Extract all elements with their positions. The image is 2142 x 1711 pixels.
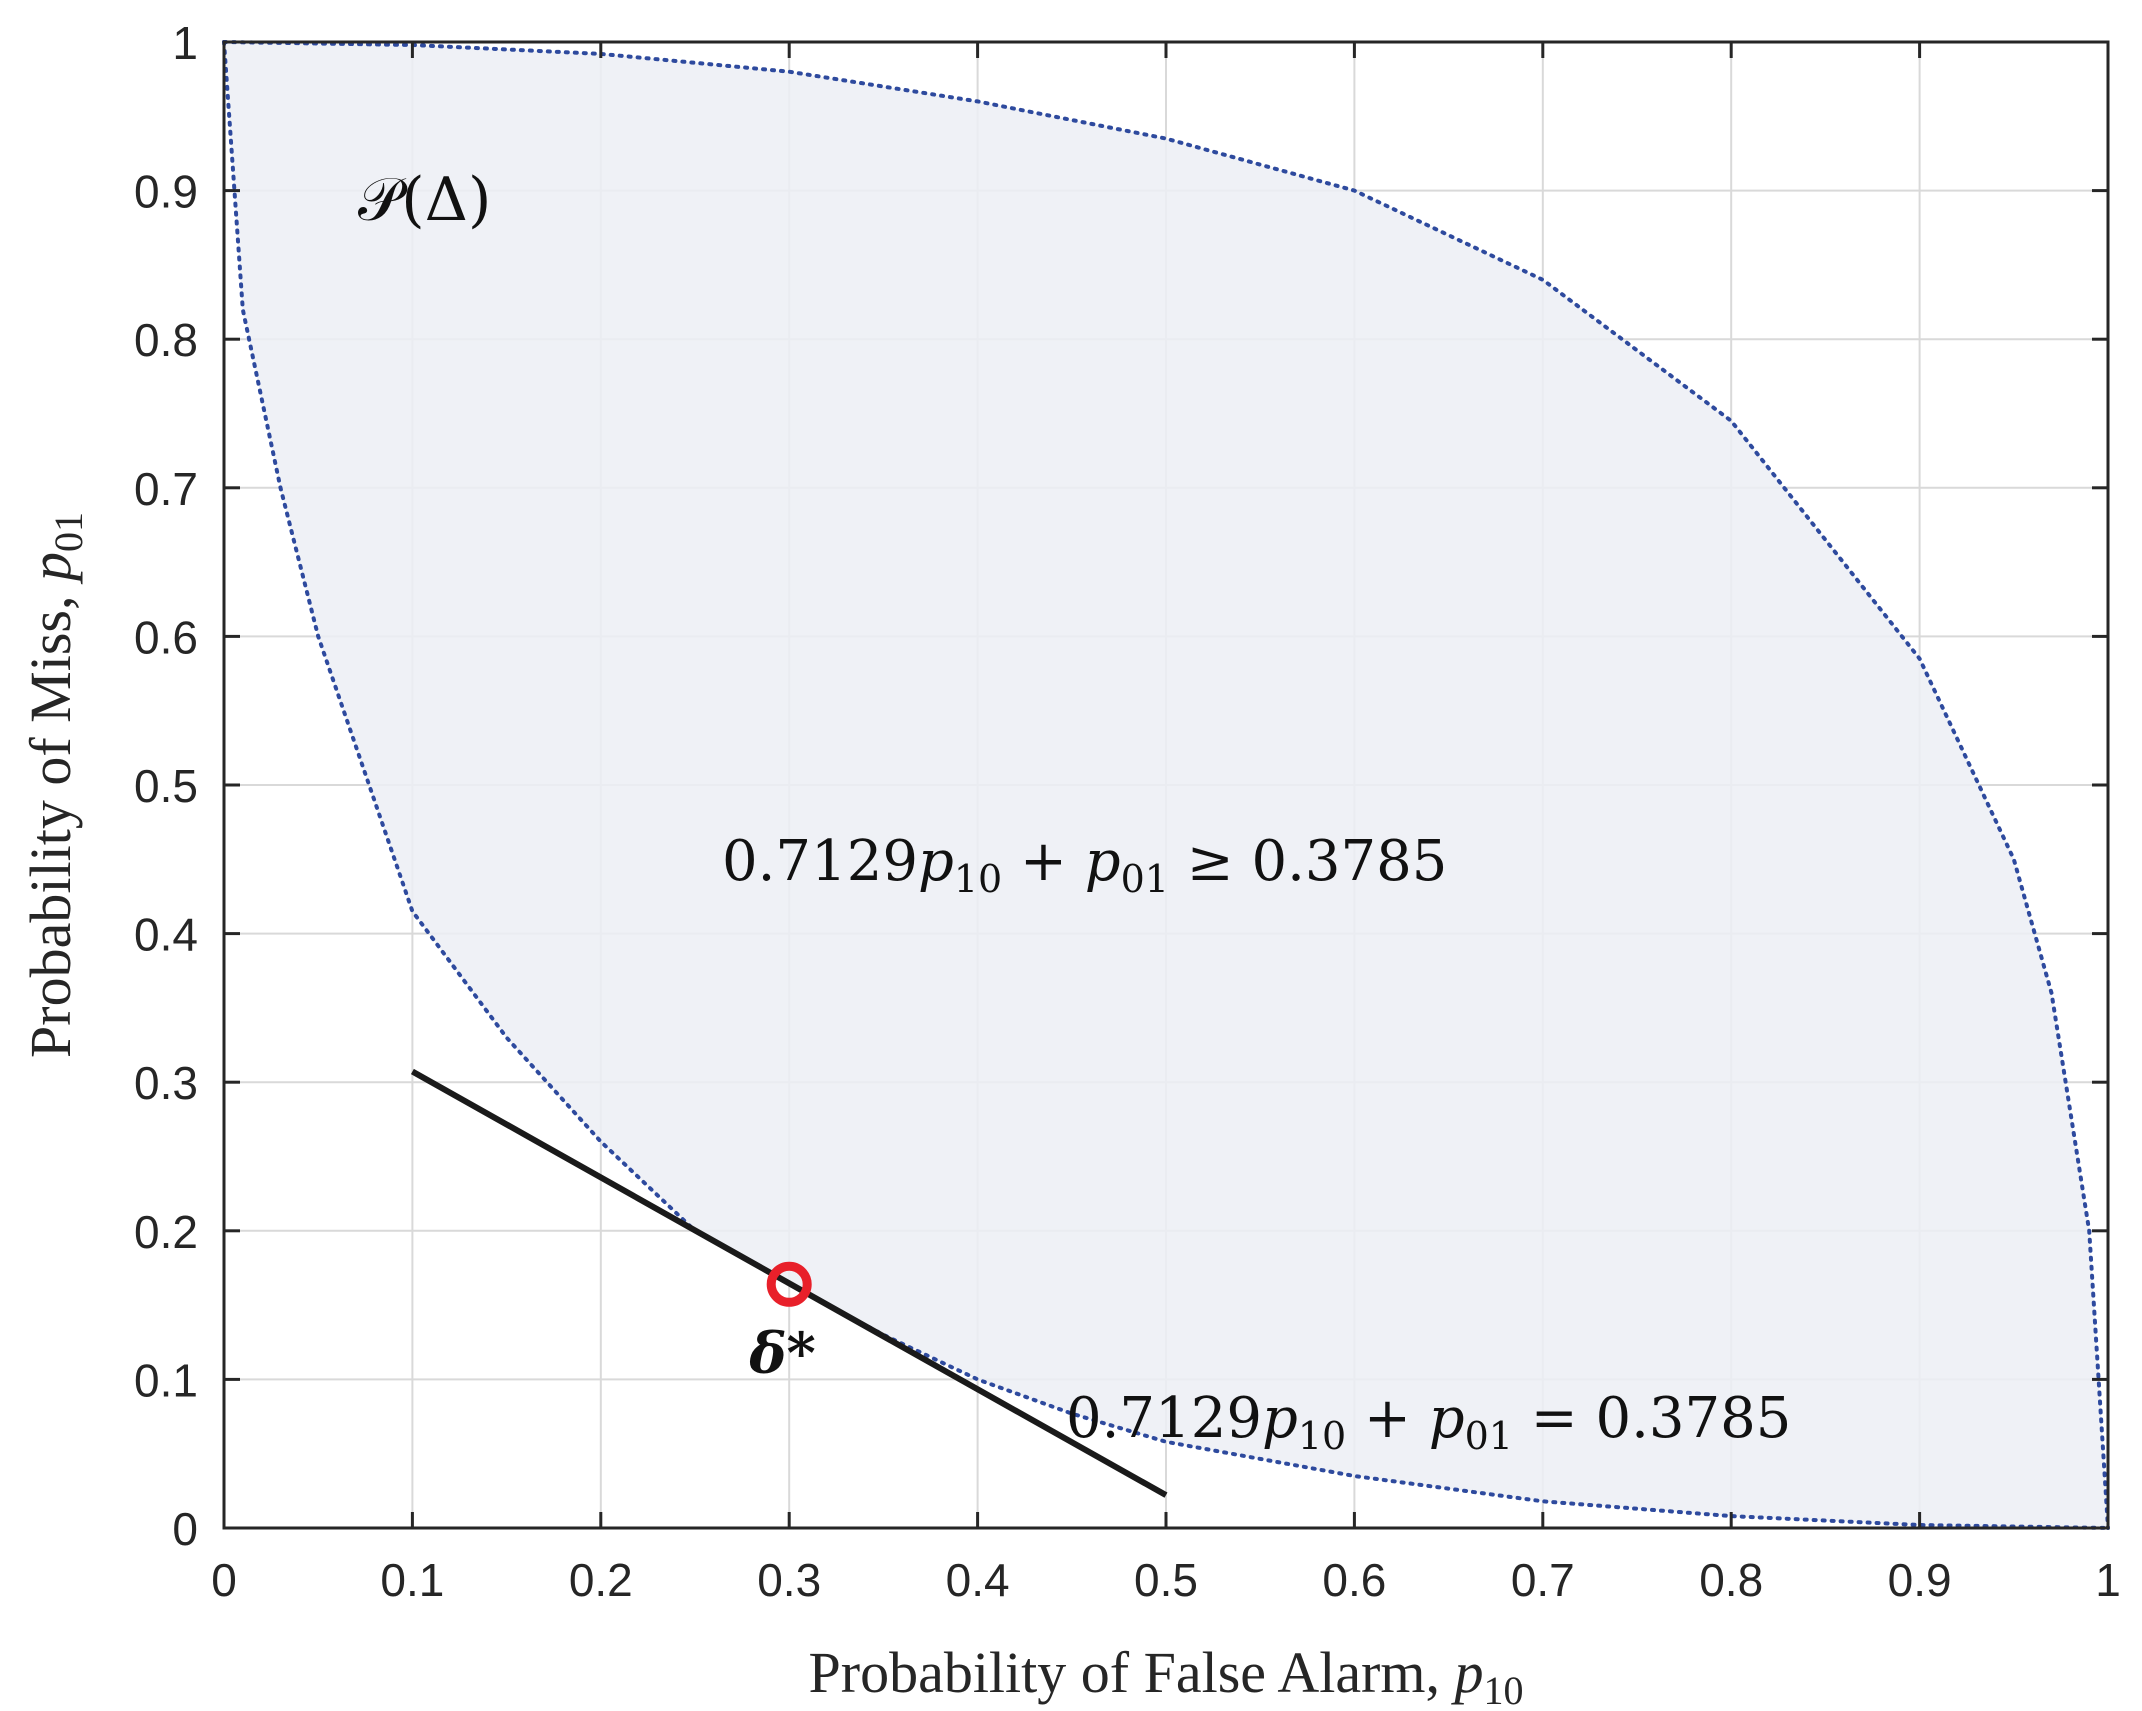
x-tick-label: 0.8 xyxy=(1699,1554,1763,1606)
x-axis-label-text: Probability of False Alarm, xyxy=(809,1640,1455,1705)
inequality-var-a: p xyxy=(918,829,954,894)
y-tick-label: 0.7 xyxy=(134,463,198,515)
y-tick-labels: 0 0.1 0.2 0.3 0.4 0.5 0.6 0.7 0.8 0.9 1 xyxy=(134,17,198,1555)
x-axis-label: Probability of False Alarm, p10 xyxy=(809,1640,1524,1711)
x-tick-label: 0.6 xyxy=(1322,1554,1386,1606)
equality-annotation: 0.7129p10 + p01 = 0.3785 xyxy=(1066,1386,1791,1458)
inequality-rhs: 0.3785 xyxy=(1251,829,1447,894)
equality-op: = xyxy=(1531,1386,1578,1451)
y-axis-label-sub: 01 xyxy=(46,512,91,552)
x-tick-label: 0.1 xyxy=(380,1554,444,1606)
ticks xyxy=(222,40,2110,1530)
x-tick-label: 0.9 xyxy=(1888,1554,1952,1606)
y-tick-label: 0.6 xyxy=(134,611,198,663)
equality-coef: 0.7129 xyxy=(1066,1386,1262,1451)
x-tick-label: 0 xyxy=(211,1554,237,1606)
y-tick-label: 0.8 xyxy=(134,314,198,366)
y-tick-label: 0.2 xyxy=(134,1206,198,1258)
x-tick-label: 0.7 xyxy=(1511,1554,1575,1606)
y-tick-label: 0.4 xyxy=(134,909,198,961)
x-tick-label: 0.4 xyxy=(946,1554,1010,1606)
x-tick-label: 1 xyxy=(2095,1554,2121,1606)
inequality-sub-a: 10 xyxy=(954,857,1002,901)
x-axis-label-sub: 10 xyxy=(1484,1668,1524,1711)
y-axis-label-var: p xyxy=(18,552,83,585)
x-tick-label: 0.2 xyxy=(569,1554,633,1606)
inequality-annotation: 0.7129p10 + p01 ≥ 0.3785 xyxy=(722,829,1447,901)
equality-rhs: 0.3785 xyxy=(1595,1386,1791,1451)
y-axis-label: Probability of Miss, p01 xyxy=(18,512,91,1058)
region-upper-boundary xyxy=(222,40,2110,1530)
series-layer xyxy=(410,1068,1168,1498)
region-label: 𝒫(Δ) xyxy=(358,165,491,235)
inequality-var-b: p xyxy=(1085,829,1121,894)
inequality-coef: 0.7129 xyxy=(722,829,918,894)
y-tick-label: 0.5 xyxy=(134,760,198,812)
feasible-region-fill xyxy=(224,42,2108,1528)
inequality-op: ≥ xyxy=(1187,829,1234,894)
optimum-point-label: δ* xyxy=(748,1320,816,1386)
equality-var-a: p xyxy=(1262,1386,1298,1451)
x-axis-label-var: p xyxy=(1451,1640,1484,1705)
equality-var-b: p xyxy=(1429,1386,1465,1451)
y-tick-label: 0 xyxy=(172,1503,198,1555)
inequality-sub-b: 01 xyxy=(1121,857,1169,901)
series-line xyxy=(410,1068,1168,1498)
optimum-point-marker xyxy=(766,1261,812,1307)
y-tick-label: 0.9 xyxy=(134,166,198,218)
x-tick-label: 0.3 xyxy=(757,1554,821,1606)
equality-sub-b: 01 xyxy=(1465,1414,1513,1458)
equality-sub-a: 10 xyxy=(1298,1414,1346,1458)
y-tick-label: 0.1 xyxy=(134,1354,198,1406)
y-tick-label: 0.3 xyxy=(134,1057,198,1109)
y-axis-label-text: Probability of Miss, xyxy=(18,581,83,1058)
x-tick-labels: 0 0.1 0.2 0.3 0.4 0.5 0.6 0.7 0.8 0.9 1 xyxy=(211,1554,2121,1606)
x-tick-label: 0.5 xyxy=(1134,1554,1198,1606)
y-tick-label: 1 xyxy=(172,17,198,69)
